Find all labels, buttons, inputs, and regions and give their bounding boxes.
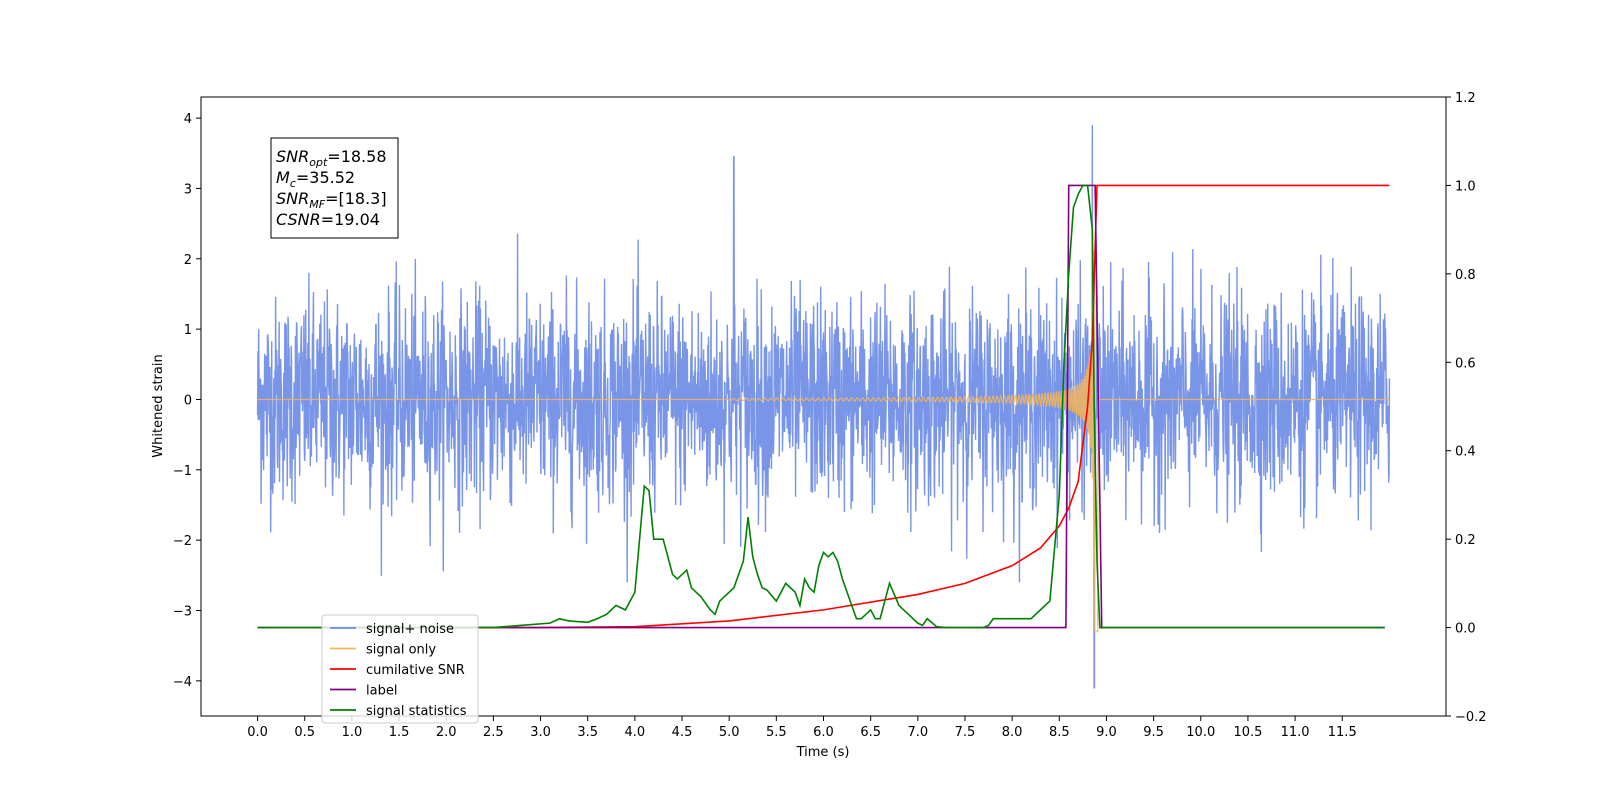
y-left-tick-label: 3: [184, 182, 192, 197]
y-right-tick-label: 0.6: [1455, 356, 1476, 371]
y-right-tick-label: 1.0: [1455, 179, 1476, 194]
y-right-tick-label: 1.2: [1455, 91, 1476, 106]
x-tick-label: 4.5: [672, 725, 693, 740]
y-left-tick-label: 0: [184, 393, 192, 408]
x-tick-label: 1.0: [342, 725, 363, 740]
series-cumilative-snr: [474, 184, 1390, 629]
legend-label: label: [366, 684, 397, 699]
legend-label: signal statistics: [366, 704, 467, 719]
x-tick-label: 4.0: [625, 725, 646, 740]
x-tick-label: 9.0: [1096, 725, 1117, 740]
y-left-tick-label: −4: [173, 675, 192, 690]
x-tick-label: 10.0: [1186, 725, 1215, 740]
y-right-tick-label: −0.2: [1455, 710, 1487, 725]
y-left-tick-label: −1: [173, 464, 192, 479]
info-line: SNRMF=[18.3]: [276, 189, 387, 211]
series-layer: [256, 125, 1391, 689]
x-tick-label: 10.5: [1233, 725, 1262, 740]
x-tick-label: 11.5: [1328, 725, 1357, 740]
y-axis-right: 1.2 1.0 0.8 0.6 0.4 0.2 0.0 −0.2: [1446, 91, 1487, 725]
x-tick-label: 7.0: [907, 725, 928, 740]
y-right-tick-label: 0.2: [1455, 533, 1476, 548]
x-tick-label: 8.5: [1049, 725, 1070, 740]
info-box: SNRopt=18.58Mc=35.52SNRMF=[18.3]CSNR=19.…: [270, 137, 399, 239]
x-tick-label: 5.0: [719, 725, 740, 740]
legend-label: cumilative SNR: [366, 663, 465, 678]
x-tick-label: 2.5: [483, 725, 504, 740]
x-axis: 0.0 0.5 1.0 1.5 2.0 2.5 3.0 3.5 4.0 4.5 5.0 5.5 6.0 6…: [247, 716, 1357, 740]
x-tick-label: 1.5: [389, 725, 410, 740]
legend: signal+ noise signal only cumilative SNR la…: [321, 614, 479, 724]
y-left-tick-label: −2: [173, 534, 192, 549]
series-signal-noise: [256, 125, 1391, 689]
series-signal-statistics: [257, 184, 1385, 629]
x-tick-label: 0.0: [247, 725, 268, 740]
x-tick-label: 5.5: [766, 725, 787, 740]
x-tick-label: 3.5: [577, 725, 598, 740]
x-tick-label: 6.0: [813, 725, 834, 740]
y-axis-left: 4 3 2 1 0 −1 −2 −3 −4: [173, 112, 201, 690]
info-line: Mc=35.52: [276, 168, 355, 190]
x-tick-label: 6.5: [860, 725, 881, 740]
legend-frame: [321, 614, 479, 724]
x-tick-label: 7.5: [955, 725, 976, 740]
x-axis-label: Time (s): [796, 745, 850, 760]
legend-label: signal only: [366, 643, 436, 658]
x-tick-label: 8.0: [1002, 725, 1023, 740]
y-right-tick-label: 0.8: [1455, 268, 1476, 283]
y-axis-label: Whitened strain: [151, 354, 166, 457]
y-left-tick-label: −3: [173, 604, 192, 619]
x-tick-label: 0.5: [294, 725, 315, 740]
x-tick-label: 3.0: [530, 725, 551, 740]
y-left-tick-label: 1: [184, 323, 192, 338]
x-tick-label: 11.0: [1281, 725, 1310, 740]
y-left-tick-label: 4: [184, 112, 192, 127]
y-right-tick-label: 0.0: [1455, 622, 1476, 637]
y-left-tick-label: 2: [184, 253, 192, 268]
info-box-frame: [270, 137, 399, 239]
plot-area: [256, 125, 1391, 689]
info-line: CSNR=19.04: [276, 210, 380, 229]
series-signal-only: [257, 250, 1390, 633]
y-right-tick-label: 0.4: [1455, 445, 1476, 460]
legend-label: signal+ noise: [366, 622, 454, 637]
x-tick-label: 2.0: [436, 725, 457, 740]
info-line: SNRopt=18.58: [276, 147, 387, 169]
x-tick-label: 9.5: [1143, 725, 1164, 740]
